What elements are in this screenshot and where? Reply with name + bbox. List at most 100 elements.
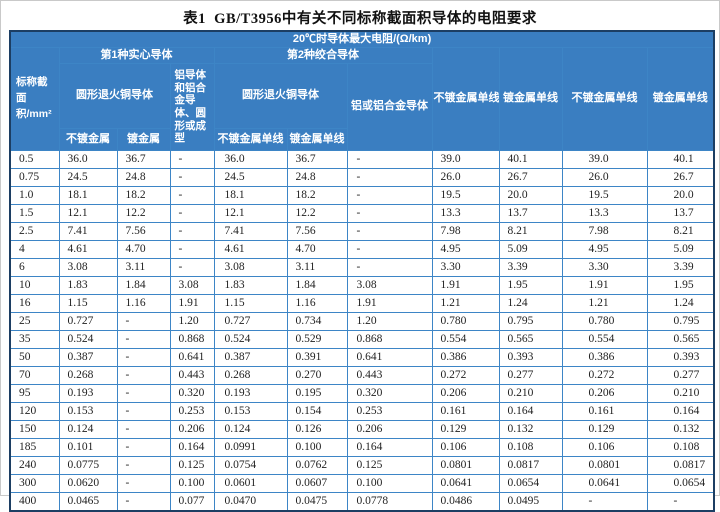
resistance-value-cell: 20.0 bbox=[498, 186, 563, 205]
resistance-value-cell: 0.0775 bbox=[58, 456, 118, 475]
resistance-value-cell: 12.2 bbox=[286, 204, 348, 223]
table-row: 50 0.387-0.641 0.387 0.391 0.641 0.386 0.393 0.… bbox=[9, 348, 715, 367]
resistance-value-cell: 0.0654 bbox=[498, 474, 563, 493]
resistance-value-cell: 0.641 bbox=[169, 348, 215, 367]
resistance-value-cell: 0.0817 bbox=[498, 456, 563, 475]
col-header-unplated-wire-2: 不镀金属单线 bbox=[561, 47, 648, 151]
resistance-value-cell: 7.98 bbox=[431, 222, 500, 241]
resistance-value-cell: 0.270 bbox=[286, 366, 348, 385]
resistance-value-cell: 1.21 bbox=[431, 294, 500, 313]
resistance-value-cell: 0.253 bbox=[169, 402, 215, 421]
resistance-value-cell: 1.24 bbox=[646, 294, 715, 313]
table-row: 240 0.0775-0.125 0.0754 0.0762 0.125 0.0801 0.… bbox=[9, 456, 715, 475]
resistance-value-cell: 1.84 bbox=[286, 276, 348, 295]
resistance-value-cell: 19.5 bbox=[431, 186, 500, 205]
resistance-value-cell: 26.0 bbox=[431, 168, 500, 187]
resistance-value-cell: 0.565 bbox=[498, 330, 563, 349]
resistance-value-cell: 1.95 bbox=[498, 276, 563, 295]
resistance-value-cell: 7.56 bbox=[116, 222, 171, 241]
resistance-value-cell: 26.7 bbox=[498, 168, 563, 187]
resistance-value-cell: 36.7 bbox=[116, 150, 171, 169]
resistance-value-cell: - bbox=[169, 258, 215, 277]
resistance-value-cell: 5.09 bbox=[646, 240, 715, 259]
nominal-area-cell: 120 bbox=[9, 402, 60, 421]
nominal-area-cell: 185 bbox=[9, 438, 60, 457]
resistance-value-cell: 0.0486 bbox=[431, 492, 500, 512]
resistance-value-cell: - bbox=[346, 222, 433, 241]
resistance-value-cell: 39.0 bbox=[561, 150, 648, 169]
resistance-value-cell: 36.0 bbox=[213, 150, 288, 169]
nominal-area-cell: 0.5 bbox=[9, 150, 60, 169]
resistance-value-cell: 0.164 bbox=[646, 402, 715, 421]
resistance-value-cell: 0.126 bbox=[286, 420, 348, 439]
resistance-value-cell: 4.61 bbox=[58, 240, 118, 259]
resistance-value-cell: 0.0641 bbox=[561, 474, 648, 493]
resistance-value-cell: 0.106 bbox=[431, 438, 500, 457]
resistance-value-cell: 0.277 bbox=[498, 366, 563, 385]
nominal-area-cell: 16 bbox=[9, 294, 60, 313]
resistance-value-cell: 7.41 bbox=[213, 222, 288, 241]
resistance-value-cell: 1.15 bbox=[213, 294, 288, 313]
resistance-value-cell: 1.20 bbox=[169, 312, 215, 331]
resistance-value-cell: 0.320 bbox=[169, 384, 215, 403]
resistance-value-cell: 0.125 bbox=[169, 456, 215, 475]
resistance-value-cell: 0.387 bbox=[58, 348, 118, 367]
resistance-value-cell: 3.30 bbox=[561, 258, 648, 277]
resistance-value-cell: 0.529 bbox=[286, 330, 348, 349]
resistance-value-cell: 0.734 bbox=[286, 312, 348, 331]
resistance-value-cell: 12.1 bbox=[213, 204, 288, 223]
resistance-value-cell: 0.386 bbox=[431, 348, 500, 367]
resistance-value-cell: 0.0495 bbox=[498, 492, 563, 512]
table-row: 300 0.0620-0.100 0.0601 0.0607 0.100 0.0641 0.… bbox=[9, 474, 715, 493]
resistance-value-cell: 0.268 bbox=[213, 366, 288, 385]
resistance-value-cell: 8.21 bbox=[498, 222, 563, 241]
resistance-value-cell: 3.08 bbox=[346, 276, 433, 295]
table-row: 1.5 12.1 12.2-12.1 12.2-13.3 13.7 13.3 13.7 bbox=[9, 204, 715, 223]
resistance-value-cell: 0.193 bbox=[213, 384, 288, 403]
resistance-value-cell: 1.16 bbox=[116, 294, 171, 313]
resistance-value-cell: 0.780 bbox=[431, 312, 500, 331]
resistance-value-cell: 0.108 bbox=[498, 438, 563, 457]
resistance-value-cell: 4.61 bbox=[213, 240, 288, 259]
nominal-area-cell: 400 bbox=[9, 492, 60, 512]
resistance-value-cell: 7.56 bbox=[286, 222, 348, 241]
resistance-value-cell: - bbox=[116, 420, 171, 439]
resistance-value-cell: 13.3 bbox=[561, 204, 648, 223]
resistance-value-cell: 18.1 bbox=[213, 186, 288, 205]
resistance-value-cell: 0.443 bbox=[169, 366, 215, 385]
resistance-value-cell: 4.70 bbox=[286, 240, 348, 259]
resistance-value-cell: 0.153 bbox=[58, 402, 118, 421]
resistance-value-cell: 3.39 bbox=[646, 258, 715, 277]
col-header-nominal-area: 标称截面积/mm² bbox=[9, 47, 60, 151]
resistance-value-cell: 0.0475 bbox=[286, 492, 348, 512]
table-row: 400 0.0465-0.077 0.0470 0.0475 0.0778 0.0486 0… bbox=[9, 492, 715, 512]
resistance-value-cell: 36.0 bbox=[58, 150, 118, 169]
page-title: 表1 GB/T3956中有关不同标称截面积导体的电阻要求 bbox=[183, 11, 537, 27]
subheader-aluminium-solid: 铝导体和铝合金导体、圆形或成型 bbox=[169, 63, 215, 151]
resistance-value-cell: 4.70 bbox=[116, 240, 171, 259]
subheader-aluminium-stranded: 铝或铝合金导体 bbox=[346, 63, 433, 151]
resistance-value-cell: 18.1 bbox=[58, 186, 118, 205]
resistance-value-cell: 5.09 bbox=[498, 240, 563, 259]
resistance-table: 20℃时导体最大电阻/(Ω/km) 标称截面积/mm² 第1种实心导体 第2种绞… bbox=[9, 30, 716, 512]
subheader-annealed-copper-stranded: 圆形退火铜导体 bbox=[213, 63, 348, 129]
table-body: 0.5 36.0 36.7-36.0 36.7-39.0 40.1 39.0 40.1 0.7… bbox=[9, 150, 715, 512]
resistance-value-cell: 0.387 bbox=[213, 348, 288, 367]
col-header-plated-wire-1: 镀金属单线 bbox=[498, 47, 563, 151]
table-row: 10 1.83 1.84 3.08 1.83 1.84 3.08 1.91 1.95 1.91 1.… bbox=[9, 276, 715, 295]
table-row: 4 4.61 4.70-4.61 4.70-4.95 5.09 4.95 5.09 bbox=[9, 240, 715, 259]
resistance-value-cell: 1.83 bbox=[213, 276, 288, 295]
col-header-plated-wire-2: 镀金属单线 bbox=[646, 47, 715, 151]
table-row: 25 0.727-1.20 0.727 0.734 1.20 0.780 0.795 0.78… bbox=[9, 312, 715, 331]
resistance-value-cell: 3.08 bbox=[58, 258, 118, 277]
resistance-value-cell: 19.5 bbox=[561, 186, 648, 205]
resistance-value-cell: 8.21 bbox=[646, 222, 715, 241]
resistance-value-cell: 0.795 bbox=[498, 312, 563, 331]
resistance-value-cell: 0.124 bbox=[58, 420, 118, 439]
resistance-value-cell: 0.253 bbox=[346, 402, 433, 421]
header-row-plating: 不镀金属 镀金属 不镀金属单线 镀金属单线 bbox=[10, 128, 714, 151]
resistance-value-cell: 0.0801 bbox=[431, 456, 500, 475]
resistance-value-cell: 0.554 bbox=[431, 330, 500, 349]
resistance-value-cell: 1.91 bbox=[431, 276, 500, 295]
resistance-value-cell: 0.727 bbox=[213, 312, 288, 331]
